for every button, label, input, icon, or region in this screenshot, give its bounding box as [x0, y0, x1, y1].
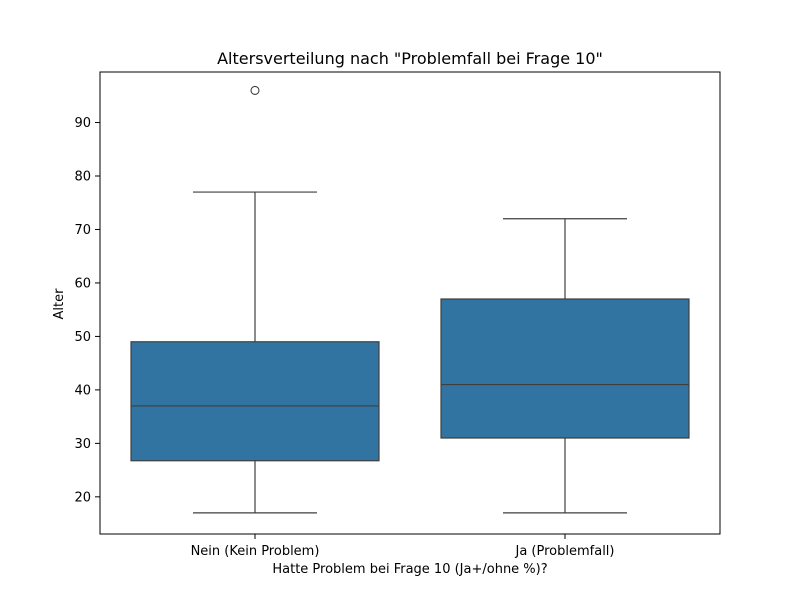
y-tick-label: 40 [74, 383, 91, 398]
x-tick-label: Nein (Kein Problem) [191, 544, 320, 559]
x-tick-label: Ja (Problemfall) [515, 544, 615, 559]
y-tick-label: 80 [74, 170, 91, 185]
plot-area [130, 85, 690, 514]
y-tick-label: 90 [74, 116, 91, 131]
iqr-box [440, 298, 690, 439]
y-tick-label: 60 [74, 276, 91, 291]
y-axis-label: Alter [52, 288, 67, 320]
chart-title: Altersverteilung nach "Problemfall bei F… [217, 49, 603, 68]
y-tick-label: 70 [74, 223, 91, 238]
y-tick-label: 30 [74, 437, 91, 452]
outlier-point [250, 85, 260, 95]
box-group [440, 218, 690, 514]
y-tick-label: 50 [74, 330, 91, 345]
x-axis-label: Hatte Problem bei Frage 10 (Ja+/ohne %)? [272, 562, 547, 577]
x-axis: Nein (Kein Problem) Ja (Problemfall) [191, 534, 615, 559]
plot-frame [99, 71, 721, 535]
y-axis: 20 30 40 50 60 70 80 90 [74, 116, 100, 505]
box-group [130, 85, 380, 514]
iqr-box [130, 341, 380, 462]
y-tick-label: 20 [74, 490, 91, 505]
